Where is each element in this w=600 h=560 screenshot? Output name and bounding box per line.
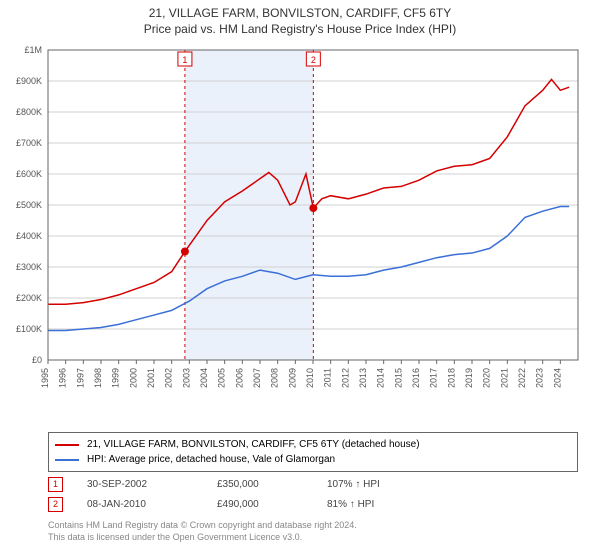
marker-2-date: 08-JAN-2010 bbox=[87, 499, 217, 510]
svg-text:2012: 2012 bbox=[340, 368, 350, 388]
svg-text:2001: 2001 bbox=[146, 368, 156, 388]
root: 21, VILLAGE FARM, BONVILSTON, CARDIFF, C… bbox=[0, 0, 600, 560]
svg-text:2020: 2020 bbox=[482, 368, 492, 388]
svg-text:2022: 2022 bbox=[517, 368, 527, 388]
svg-text:2007: 2007 bbox=[252, 368, 262, 388]
svg-text:2011: 2011 bbox=[323, 368, 333, 387]
svg-text:£700K: £700K bbox=[16, 138, 42, 148]
svg-text:£0: £0 bbox=[32, 355, 42, 365]
svg-text:£800K: £800K bbox=[16, 107, 42, 117]
svg-text:2024: 2024 bbox=[552, 368, 562, 388]
svg-text:2004: 2004 bbox=[199, 368, 209, 388]
legend-label-hpi: HPI: Average price, detached house, Vale… bbox=[87, 452, 335, 467]
svg-text:£900K: £900K bbox=[16, 76, 42, 86]
marker-row-2: 2 08-JAN-2010 £490,000 81% ↑ HPI bbox=[48, 494, 447, 514]
svg-text:£200K: £200K bbox=[16, 293, 42, 303]
svg-text:2010: 2010 bbox=[305, 368, 315, 388]
svg-text:2013: 2013 bbox=[358, 368, 368, 388]
svg-text:2018: 2018 bbox=[446, 368, 456, 388]
marker-badge-1: 1 bbox=[48, 477, 63, 492]
svg-text:2009: 2009 bbox=[287, 368, 297, 388]
svg-text:2: 2 bbox=[311, 55, 316, 65]
marker-2-price: £490,000 bbox=[217, 499, 327, 510]
title-line2: Price paid vs. HM Land Registry's House … bbox=[0, 22, 600, 36]
svg-text:2008: 2008 bbox=[270, 368, 280, 388]
marker-1-price: £350,000 bbox=[217, 479, 327, 490]
price-chart: £0£100K£200K£300K£400K£500K£600K£700K£80… bbox=[48, 50, 578, 390]
marker-row-1: 1 30-SEP-2002 £350,000 107% ↑ HPI bbox=[48, 474, 447, 494]
footer-line2: This data is licensed under the Open Gov… bbox=[48, 532, 357, 544]
svg-text:2002: 2002 bbox=[164, 368, 174, 388]
svg-text:£100K: £100K bbox=[16, 324, 42, 334]
svg-text:2015: 2015 bbox=[393, 368, 403, 388]
footer: Contains HM Land Registry data © Crown c… bbox=[48, 520, 357, 543]
svg-text:1998: 1998 bbox=[93, 368, 103, 388]
svg-text:£600K: £600K bbox=[16, 169, 42, 179]
legend-item-property: 21, VILLAGE FARM, BONVILSTON, CARDIFF, C… bbox=[55, 437, 571, 452]
svg-text:£400K: £400K bbox=[16, 231, 42, 241]
marker-table: 1 30-SEP-2002 £350,000 107% ↑ HPI 2 08-J… bbox=[48, 474, 447, 514]
marker-badge-1-num: 1 bbox=[53, 479, 58, 489]
marker-2-pct: 81% ↑ HPI bbox=[327, 499, 447, 510]
svg-text:1: 1 bbox=[182, 55, 187, 65]
svg-text:2023: 2023 bbox=[535, 368, 545, 388]
marker-badge-2-num: 2 bbox=[53, 499, 58, 509]
svg-text:2003: 2003 bbox=[181, 368, 191, 388]
marker-1-date: 30-SEP-2002 bbox=[87, 479, 217, 490]
title-line1: 21, VILLAGE FARM, BONVILSTON, CARDIFF, C… bbox=[0, 6, 600, 20]
title-block: 21, VILLAGE FARM, BONVILSTON, CARDIFF, C… bbox=[0, 0, 600, 36]
svg-text:£300K: £300K bbox=[16, 262, 42, 272]
svg-text:1995: 1995 bbox=[40, 368, 50, 388]
svg-text:2005: 2005 bbox=[217, 368, 227, 388]
marker-badge-2: 2 bbox=[48, 497, 63, 512]
legend-label-property: 21, VILLAGE FARM, BONVILSTON, CARDIFF, C… bbox=[87, 437, 420, 452]
svg-text:2014: 2014 bbox=[376, 368, 386, 388]
legend-swatch-property bbox=[55, 444, 79, 446]
footer-line1: Contains HM Land Registry data © Crown c… bbox=[48, 520, 357, 532]
svg-text:2021: 2021 bbox=[499, 368, 509, 388]
svg-text:2000: 2000 bbox=[128, 368, 138, 388]
svg-text:£1M: £1M bbox=[24, 45, 42, 55]
svg-text:2016: 2016 bbox=[411, 368, 421, 388]
svg-text:2017: 2017 bbox=[429, 368, 439, 388]
svg-text:2019: 2019 bbox=[464, 368, 474, 388]
marker-1-pct: 107% ↑ HPI bbox=[327, 479, 447, 490]
legend-swatch-hpi bbox=[55, 459, 79, 461]
svg-text:1996: 1996 bbox=[58, 368, 68, 388]
svg-text:2006: 2006 bbox=[234, 368, 244, 388]
svg-text:1999: 1999 bbox=[111, 368, 121, 388]
legend-item-hpi: HPI: Average price, detached house, Vale… bbox=[55, 452, 571, 467]
svg-text:1997: 1997 bbox=[75, 368, 85, 388]
svg-text:£500K: £500K bbox=[16, 200, 42, 210]
legend: 21, VILLAGE FARM, BONVILSTON, CARDIFF, C… bbox=[48, 432, 578, 472]
